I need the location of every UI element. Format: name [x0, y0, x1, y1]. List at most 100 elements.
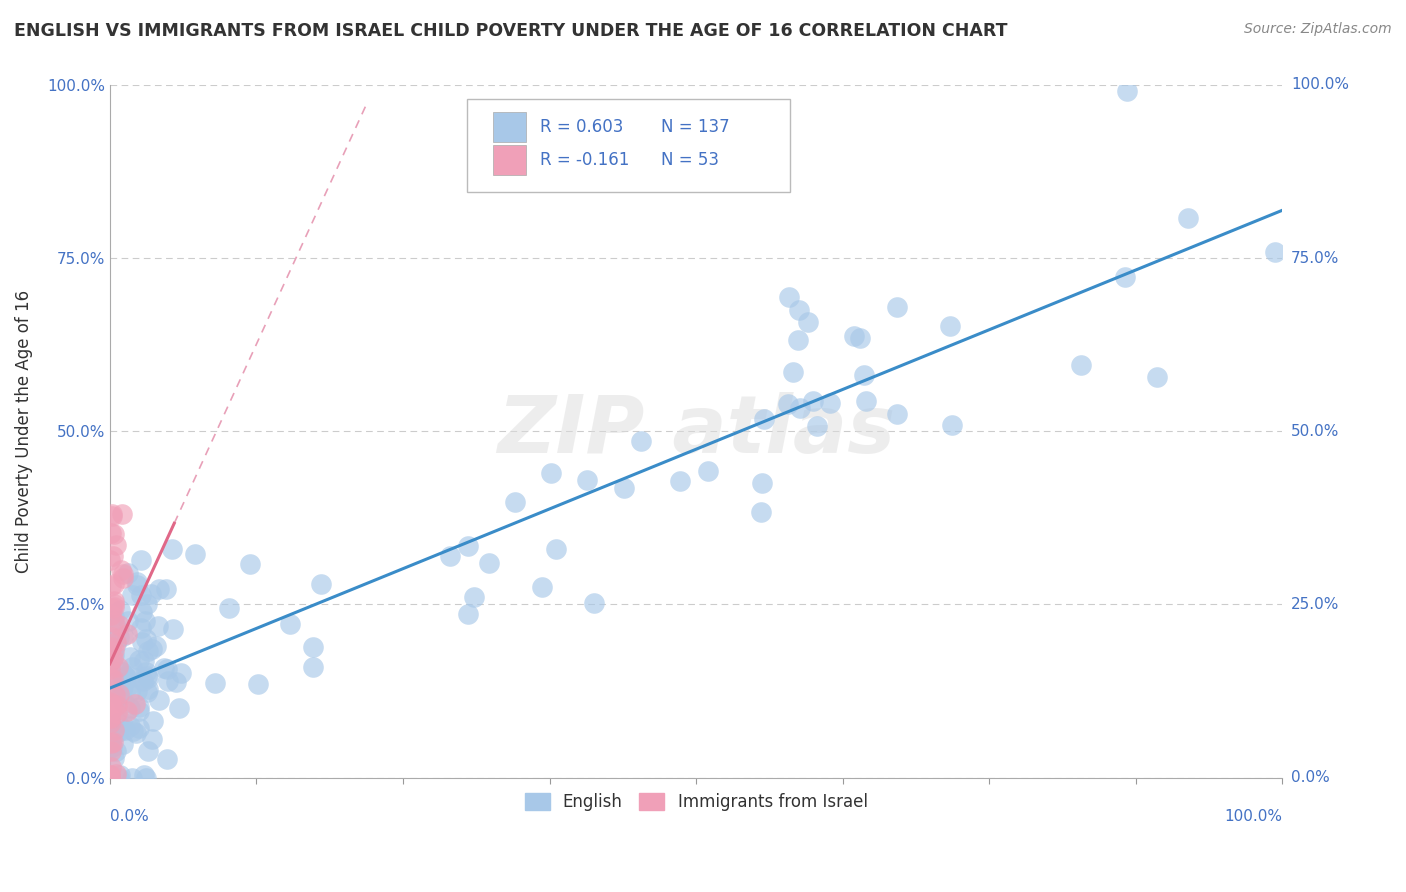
- Point: [125, 684, 148, 698]
- Point: [98, 715, 121, 730]
- Point: [111, 665, 134, 680]
- Point: [103, 615, 125, 629]
- Point: [127, 578, 149, 592]
- Point: [111, 683, 134, 698]
- Point: [120, 650, 142, 665]
- Point: [749, 505, 772, 519]
- Point: [155, 752, 177, 766]
- Point: [751, 476, 773, 491]
- Point: [540, 466, 562, 480]
- Point: [778, 290, 800, 304]
- Point: [121, 669, 143, 683]
- Point: [111, 678, 134, 692]
- Point: [120, 701, 142, 715]
- Point: [117, 566, 139, 580]
- Point: [246, 676, 269, 690]
- Point: [103, 549, 125, 563]
- Point: [1146, 369, 1168, 384]
- Point: [100, 525, 122, 540]
- Text: 75.0%: 75.0%: [1291, 251, 1339, 266]
- Point: [107, 660, 129, 674]
- Point: [156, 662, 179, 676]
- Point: [125, 726, 148, 740]
- Point: [129, 553, 152, 567]
- Point: [101, 601, 124, 615]
- Point: [786, 333, 808, 347]
- Point: [167, 701, 190, 715]
- Point: [111, 508, 134, 522]
- Point: [752, 412, 775, 426]
- Point: [101, 508, 124, 523]
- Point: [100, 630, 122, 644]
- Point: [125, 574, 148, 589]
- Point: [103, 723, 125, 737]
- Point: [105, 767, 128, 781]
- Text: N = 137: N = 137: [661, 118, 730, 136]
- Point: [101, 652, 124, 666]
- Point: [118, 718, 141, 732]
- Point: [103, 642, 125, 657]
- Point: [100, 736, 122, 750]
- Point: [98, 695, 121, 709]
- Point: [103, 593, 125, 607]
- Point: [801, 393, 824, 408]
- Point: [104, 744, 127, 758]
- Point: [104, 620, 127, 634]
- Point: [239, 557, 262, 571]
- Point: [797, 315, 820, 329]
- Point: [129, 588, 152, 602]
- Point: [98, 655, 121, 669]
- Point: [114, 668, 136, 682]
- Point: [100, 704, 122, 718]
- Point: [117, 615, 139, 629]
- Point: [146, 618, 169, 632]
- Point: [107, 725, 129, 739]
- Point: [135, 771, 157, 785]
- Point: [131, 605, 153, 619]
- Point: [100, 644, 122, 658]
- Point: [108, 630, 131, 644]
- Legend: English, Immigrants from Israel: English, Immigrants from Israel: [517, 786, 875, 818]
- Point: [98, 552, 121, 566]
- Point: [696, 464, 718, 478]
- Point: [1177, 211, 1199, 226]
- Text: 100.0%: 100.0%: [1225, 809, 1282, 823]
- Text: N = 53: N = 53: [661, 151, 718, 169]
- Point: [103, 673, 125, 687]
- Point: [98, 711, 121, 725]
- Text: ENGLISH VS IMMIGRANTS FROM ISRAEL CHILD POVERTY UNDER THE AGE OF 16 CORRELATION : ENGLISH VS IMMIGRANTS FROM ISRAEL CHILD …: [14, 22, 1008, 40]
- Point: [787, 303, 810, 318]
- Point: [141, 641, 163, 656]
- Point: [103, 679, 125, 693]
- Point: [111, 715, 134, 730]
- Point: [117, 678, 139, 692]
- Point: [103, 599, 125, 614]
- Text: 0.0%: 0.0%: [110, 809, 149, 823]
- Point: [108, 687, 131, 701]
- Point: [121, 588, 143, 602]
- Point: [138, 671, 160, 685]
- Point: [104, 635, 127, 649]
- Point: [103, 597, 125, 611]
- Text: 25.0%: 25.0%: [1291, 597, 1339, 612]
- Point: [818, 396, 841, 410]
- Point: [108, 768, 131, 782]
- Point: [853, 368, 876, 383]
- Text: R = -0.161: R = -0.161: [540, 151, 630, 169]
- Point: [136, 685, 159, 699]
- Point: [544, 541, 567, 556]
- Point: [98, 771, 121, 785]
- Point: [583, 596, 606, 610]
- Point: [110, 677, 132, 691]
- Point: [121, 660, 143, 674]
- Point: [278, 617, 301, 632]
- Point: [457, 607, 479, 622]
- Point: [100, 608, 122, 623]
- Point: [103, 527, 125, 541]
- Point: [98, 767, 121, 781]
- Point: [136, 682, 159, 697]
- Point: [132, 674, 155, 689]
- Point: [100, 640, 122, 654]
- Point: [162, 623, 184, 637]
- Text: Source: ZipAtlas.com: Source: ZipAtlas.com: [1244, 22, 1392, 37]
